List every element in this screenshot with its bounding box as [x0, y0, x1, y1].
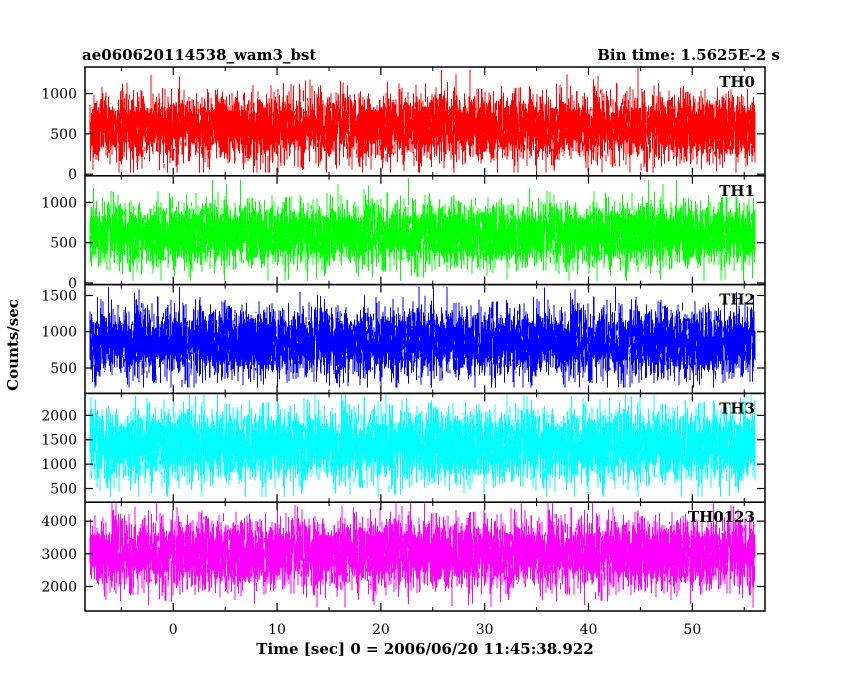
y-tick-label: 0: [68, 276, 77, 292]
panel-th1: 0 500 1000 TH1: [41, 175, 766, 292]
y-tick-label: 4000: [41, 514, 77, 530]
panel-th2: 500 1000 1500 TH2: [41, 283, 766, 395]
x-tick-label: 40: [580, 622, 598, 638]
y-axis-label: Counts/sec: [4, 299, 22, 391]
x-tick-label: 30: [476, 622, 494, 638]
chart-subtitle: Bin time: 1.5625E-2 s: [597, 46, 780, 64]
x-tick-label: 20: [372, 622, 390, 638]
x-tick-label: 10: [268, 622, 286, 638]
y-tick-label: 500: [50, 361, 77, 377]
y-tick-label: 1000: [41, 87, 77, 103]
series-th2: [89, 286, 756, 388]
panel-label: TH2: [719, 291, 755, 309]
panel-th3: 500 1000 1500 2000 TH3: [41, 392, 766, 503]
y-tick-label: 500: [50, 127, 77, 143]
y-tick-label: 2000: [41, 579, 77, 595]
series-th0: [89, 67, 756, 173]
series-th1: [89, 178, 756, 281]
y-tick-label: 1000: [41, 457, 77, 473]
y-tick-label: 1000: [41, 195, 77, 211]
panel-label: TH0: [719, 73, 755, 91]
chart-title: ae060620114538_wam3_bst: [82, 46, 316, 64]
panel-label: TH0123: [688, 508, 755, 526]
y-tick-label: 500: [50, 482, 77, 498]
x-tick-label: 50: [683, 622, 701, 638]
panel-frame: [84, 501, 766, 612]
panel-th0: 0 500 1000 TH0: [41, 66, 766, 183]
x-tick-label: 0: [169, 622, 178, 638]
panel-label: TH1: [719, 182, 755, 200]
y-tick-label: 1500: [41, 433, 77, 449]
x-axis-label: Time [sec] 0 = 2006/06/20 11:45:38.922: [256, 640, 593, 658]
y-tick-label: 3000: [41, 547, 77, 563]
y-tick-label: 1500: [41, 288, 77, 304]
y-tick-label: 0: [68, 167, 77, 183]
panel-th0123: 2000 3000 4000 TH0123: [41, 501, 766, 612]
y-tick-label: 2000: [41, 408, 77, 424]
y-tick-label: 500: [50, 236, 77, 252]
y-tick-label: 1000: [41, 325, 77, 341]
panel-label: TH3: [719, 399, 755, 417]
series-th0123: [89, 503, 756, 608]
series-th3: [89, 394, 756, 497]
